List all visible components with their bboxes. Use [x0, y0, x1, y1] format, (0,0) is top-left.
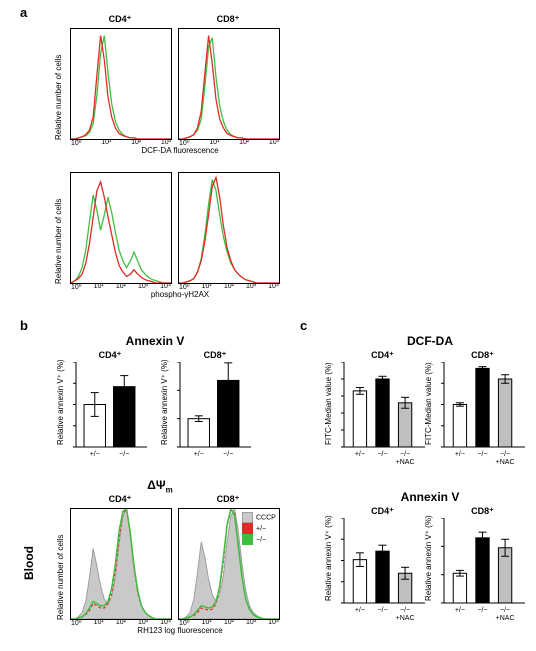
a-r2-cd8: 10⁰10¹10²10³10⁴ [178, 172, 280, 284]
b-ann-cd4-yl: Relative annexin V⁺ (%) [56, 359, 65, 445]
b-psi-title: ΔΨ [147, 478, 165, 492]
svg-text:−/−: −/− [477, 607, 487, 614]
c-ann-cd8-title: CD8⁺ [440, 506, 525, 517]
svg-text:−/−: −/− [500, 607, 510, 614]
c-ann-cd8: 0100200300+/−−/−−/−+NAC [440, 518, 525, 603]
a-ylabel-1: Relative number of cells [54, 55, 63, 140]
b-ann-cd4: 050100150200+/−−/− [72, 362, 147, 447]
legend-ko3-sw [242, 534, 253, 545]
svg-text:−/−: −/− [400, 451, 410, 458]
svg-text:−/−: −/− [223, 451, 233, 458]
c-dcf-cd8-yl: FITC-Median value (%) [424, 362, 433, 445]
c-dcf-cd4: 050100150200250+/−−/−−/−+NAC [340, 362, 425, 447]
svg-text:−/−: −/− [377, 451, 387, 458]
svg-text:+NAC: +NAC [396, 615, 415, 622]
a-r1-cd4: 10⁰10¹10²10³ [70, 28, 172, 140]
svg-text:+/−: +/− [355, 607, 365, 614]
svg-text:−/−: −/− [377, 607, 387, 614]
svg-text:−/−: −/− [400, 607, 410, 614]
b-psi-xlabel: RH123 log fluorescence [100, 626, 260, 635]
panel-c-label: c [300, 318, 307, 333]
legend-cccp-sw [242, 512, 253, 523]
c-dcf-cd4-title: CD4⁺ [340, 350, 425, 361]
b-psi-cd8-title: CD8⁺ [178, 494, 278, 505]
c-dcf-cd4-yl: FITC-Median value (%) [324, 362, 333, 445]
c-ann-title: Annexin V [370, 490, 490, 504]
svg-text:+NAC: +NAC [496, 615, 515, 622]
b-ann-cd8-yl: Relative annexin V⁺ (%) [160, 359, 169, 445]
a-cd4-title: CD4⁺ [70, 14, 170, 25]
panel-b-label: b [20, 318, 28, 333]
a-ylabel-2: Relative number of cells [54, 199, 63, 284]
svg-text:+/−: +/− [455, 607, 465, 614]
svg-text:+/−: +/− [90, 451, 100, 458]
svg-text:+NAC: +NAC [496, 459, 515, 466]
b-ann-cd4-title: CD4⁺ [70, 350, 150, 361]
b-psi-cd4-title: CD4⁺ [70, 494, 170, 505]
legend-cccp-text: CCCP [256, 514, 276, 521]
a-r2-cd4: 10⁰10¹10²10³10⁴ [70, 172, 172, 284]
b-psi-title-wrap: ΔΨm [120, 478, 200, 494]
c-ann-cd4-title: CD4⁺ [340, 506, 425, 517]
svg-text:+NAC: +NAC [396, 459, 415, 466]
svg-text:+/−: +/− [194, 451, 204, 458]
c-dcf-cd8-title: CD8⁺ [440, 350, 525, 361]
a-cd8-title: CD8⁺ [178, 14, 278, 25]
c-ann-cd4: 050100150200+/−−/−−/−+NAC [340, 518, 425, 603]
svg-text:−/−: −/− [119, 451, 129, 458]
svg-text:−/−: −/− [477, 451, 487, 458]
legend-het3-text: +/− [256, 525, 266, 532]
b-psi-legend: CCCP +/− −/− [242, 512, 276, 545]
a-xlabel-2: phospho-γH2AX [120, 290, 240, 299]
panel-a-label: a [20, 5, 27, 20]
b-psi-ylabel: Relative number of cells [56, 535, 65, 620]
b-psi-cd4: 10⁰10¹10²10³10⁴ [70, 508, 172, 620]
a-r1-cd8: 10⁰10¹10²10³ [178, 28, 280, 140]
svg-text:−/−: −/− [500, 451, 510, 458]
b-ann-cd8-title: CD8⁺ [175, 350, 255, 361]
blood-label: Blood [22, 546, 36, 580]
legend-het3-sw [242, 523, 253, 534]
c-ann-cd4-yl: Relative annexin V⁺ (%) [324, 515, 333, 601]
legend-ko3-text: −/− [256, 536, 266, 543]
b-annexin-title: Annexin V [95, 334, 215, 348]
c-dcf-cd8: 0100200300400+/−−/−−/−+NAC [440, 362, 525, 447]
svg-text:+/−: +/− [355, 451, 365, 458]
c-ann-cd8-yl: Relative annexin V⁺ (%) [424, 515, 433, 601]
a-xlabel-1: DCF-DA fluorescence [110, 146, 250, 155]
b-ann-cd8: 0100200300+/−−/− [176, 362, 251, 447]
svg-text:+/−: +/− [455, 451, 465, 458]
c-dcfda-title: DCF-DA [370, 334, 490, 348]
